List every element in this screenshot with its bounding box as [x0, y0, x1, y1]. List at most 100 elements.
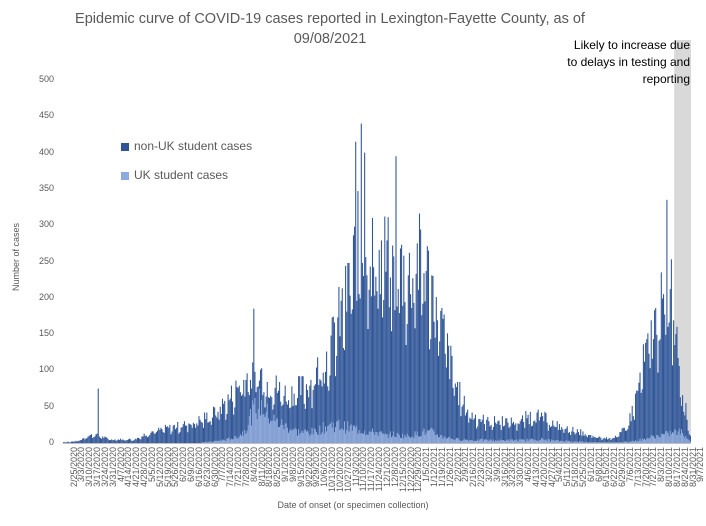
bar-non-uk [394, 310, 396, 443]
bar-non-uk [144, 435, 146, 443]
bar-uk [264, 416, 266, 443]
bar-non-uk [126, 440, 128, 443]
bar-uk [548, 439, 550, 443]
bar-uk [418, 436, 421, 443]
bar-non-uk [505, 418, 507, 443]
bar-non-uk [296, 397, 299, 443]
bar-uk [604, 442, 606, 443]
bar-uk [228, 437, 230, 443]
bar-uk [301, 430, 303, 443]
bar-uk [593, 442, 595, 443]
bar-uk [318, 435, 320, 443]
bar-non-uk [198, 416, 200, 443]
bar-uk [458, 438, 460, 443]
bar-uk [636, 441, 638, 443]
bar-non-uk [210, 424, 212, 443]
bar-non-uk [684, 415, 686, 443]
bar-non-uk [71, 441, 74, 443]
bar-non-uk [489, 426, 491, 443]
bar-non-uk [260, 369, 262, 443]
bar-uk [592, 442, 594, 443]
bar-uk [547, 438, 549, 443]
bar-non-uk [77, 440, 79, 443]
bar-non-uk [85, 438, 87, 443]
legend-swatch-uk [121, 172, 129, 180]
bar-non-uk [82, 438, 84, 443]
bar-non-uk [426, 246, 428, 443]
bar-uk [598, 442, 600, 443]
bar-uk [390, 437, 393, 443]
bar-non-uk [197, 425, 199, 443]
bar-uk [471, 440, 473, 443]
bar-uk [273, 414, 275, 443]
bar-non-uk [529, 411, 531, 443]
bar-uk [562, 440, 564, 443]
bar-non-uk [395, 156, 397, 444]
bar-uk [327, 426, 329, 443]
bar-uk [534, 439, 536, 443]
bar-non-uk [583, 435, 585, 443]
bar-uk [510, 439, 512, 443]
bar-non-uk [452, 387, 454, 443]
bar-uk [663, 434, 665, 443]
bar-non-uk [226, 413, 228, 443]
bar-uk [371, 428, 374, 443]
bar-uk [492, 439, 494, 443]
bar-uk [425, 432, 427, 443]
bar-uk [620, 442, 622, 443]
bar-uk [675, 429, 677, 443]
bar-non-uk [339, 336, 341, 443]
y-tick-label: 500 [38, 74, 54, 84]
bar-non-uk [218, 419, 220, 443]
bar-uk [650, 435, 652, 443]
bar-non-uk [74, 441, 76, 443]
bar-non-uk [665, 334, 667, 443]
bar-uk [211, 442, 213, 443]
bar-uk [403, 438, 405, 443]
bar-uk [317, 434, 319, 443]
bar-non-uk [361, 262, 363, 443]
bar-non-uk [237, 387, 239, 443]
bar-non-uk [319, 379, 321, 443]
bar-non-uk [509, 426, 511, 443]
bar-non-uk [658, 340, 660, 443]
bar-non-uk [305, 384, 307, 443]
bar-uk [560, 440, 562, 443]
bar-non-uk [185, 425, 187, 443]
bar-non-uk [313, 385, 315, 443]
bar-non-uk [660, 272, 662, 443]
bar-uk [230, 438, 232, 443]
chart-title: Epidemic curve of COVID-19 cases reporte… [75, 11, 585, 47]
bar-non-uk [370, 296, 372, 443]
bar-non-uk [338, 286, 340, 443]
bar-non-uk [108, 440, 110, 443]
bar-uk [609, 442, 611, 443]
bar-non-uk [542, 416, 544, 443]
bar-uk [303, 429, 305, 443]
bar-uk [585, 441, 587, 443]
bar-uk [649, 437, 651, 443]
x-axis-label: Date of onset (or specimen collection) [277, 500, 429, 510]
bar-uk [248, 416, 250, 443]
bar-uk [295, 429, 297, 443]
bar-non-uk [178, 433, 180, 443]
bar-non-uk [623, 427, 625, 443]
bar-uk [673, 432, 675, 443]
bar-uk [488, 440, 490, 443]
bar-uk [677, 431, 679, 443]
bar-non-uk [83, 437, 85, 443]
bar-uk [314, 429, 316, 443]
bar-uk [352, 425, 354, 443]
bar-uk [455, 437, 457, 443]
bar-non-uk [492, 427, 494, 443]
bar-uk [429, 429, 431, 443]
bar-non-uk [392, 245, 394, 443]
bar-uk [276, 418, 278, 443]
bar-non-uk [430, 339, 432, 443]
bar-non-uk [132, 440, 134, 443]
bar-uk [293, 429, 295, 443]
bar-uk [630, 441, 632, 443]
bar-non-uk [164, 424, 166, 443]
bar-non-uk [555, 427, 557, 443]
bar-uk [551, 439, 553, 443]
